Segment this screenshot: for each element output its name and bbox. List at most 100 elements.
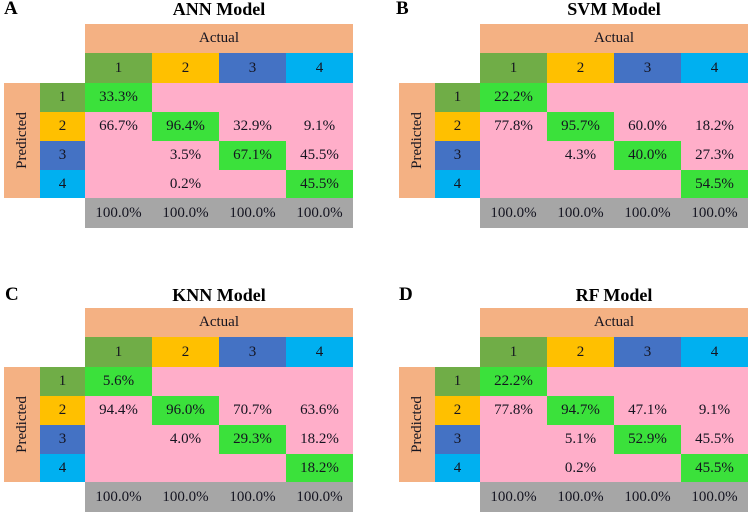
panel-letter-d: D <box>399 284 413 305</box>
total-cell: 100.0% <box>152 482 219 512</box>
row-header-2: 2 <box>435 396 480 425</box>
matrix-cell: 22.2% <box>480 367 547 396</box>
confusion-matrix-svm: Actual 1 2 3 4 Predicted 1 2 3 4 22.2% 7… <box>399 24 748 228</box>
total-cell: 100.0% <box>480 198 547 228</box>
matrix-cell <box>480 170 547 198</box>
total-cell: 100.0% <box>219 482 286 512</box>
row-header-4: 4 <box>435 170 480 198</box>
matrix-cell: 40.0% <box>614 141 681 170</box>
predicted-axis-header: Predicted <box>399 83 435 198</box>
matrix-cell <box>614 454 681 482</box>
confusion-matrix-ann: Actual 1 2 3 4 Predicted 1 2 3 4 33.3% 6… <box>4 24 353 228</box>
matrix-cell: 9.1% <box>681 396 748 425</box>
total-cell: 100.0% <box>85 482 152 512</box>
total-cell: 100.0% <box>547 198 614 228</box>
matrix-cell: 9.1% <box>286 112 353 141</box>
actual-axis-header: Actual <box>85 308 353 337</box>
matrix-cell <box>85 425 152 454</box>
matrix-cell <box>480 141 547 170</box>
col-header-2: 2 <box>547 53 614 83</box>
matrix-cell: 18.2% <box>286 425 353 454</box>
matrix-cell: 96.4% <box>152 112 219 141</box>
matrix-cell <box>219 83 286 112</box>
panel-title-knn: KNN Model <box>172 285 266 305</box>
row-header-2: 2 <box>40 396 85 425</box>
confusion-matrix-rf: Actual 1 2 3 4 Predicted 1 2 3 4 22.2% 7… <box>399 308 748 512</box>
matrix-cell <box>219 367 286 396</box>
matrix-cell: 95.7% <box>547 112 614 141</box>
row-header-2: 2 <box>40 112 85 141</box>
panel-title-svm: SVM Model <box>567 0 661 19</box>
matrix-cell: 3.5% <box>152 141 219 170</box>
predicted-label: Predicted <box>408 396 425 453</box>
matrix-cell: 18.2% <box>286 454 353 482</box>
matrix-cell <box>85 170 152 198</box>
matrix-cell: 94.7% <box>547 396 614 425</box>
panel-letter-b: B <box>396 0 409 19</box>
matrix-cell <box>152 454 219 482</box>
actual-axis-header: Actual <box>480 24 748 53</box>
matrix-cell <box>547 170 614 198</box>
matrix-cell: 45.5% <box>286 141 353 170</box>
predicted-label: Predicted <box>13 112 30 169</box>
confusion-matrix-knn: Actual 1 2 3 4 Predicted 1 2 3 4 5.6% 94… <box>4 308 353 512</box>
predicted-label: Predicted <box>408 112 425 169</box>
predicted-axis-header: Predicted <box>4 83 40 198</box>
matrix-cell: 66.7% <box>85 112 152 141</box>
col-header-4: 4 <box>286 337 353 367</box>
row-header-3: 3 <box>40 425 85 454</box>
matrix-cell: 96.0% <box>152 396 219 425</box>
matrix-cell: 22.2% <box>480 83 547 112</box>
total-cell: 100.0% <box>547 482 614 512</box>
matrix-cell: 45.5% <box>681 425 748 454</box>
row-header-1: 1 <box>40 83 85 112</box>
total-cell: 100.0% <box>681 482 748 512</box>
predicted-axis-header: Predicted <box>399 367 435 482</box>
col-header-1: 1 <box>480 337 547 367</box>
matrix-cell <box>547 367 614 396</box>
total-cell: 100.0% <box>286 198 353 228</box>
matrix-cell: 47.1% <box>614 396 681 425</box>
total-cell: 100.0% <box>614 198 681 228</box>
panel-letter-a: A <box>4 0 18 19</box>
actual-axis-header: Actual <box>85 24 353 53</box>
col-header-3: 3 <box>219 53 286 83</box>
matrix-cell: 77.8% <box>480 112 547 141</box>
row-header-4: 4 <box>40 454 85 482</box>
col-header-4: 4 <box>681 53 748 83</box>
predicted-axis-header: Predicted <box>4 367 40 482</box>
matrix-cell: 5.6% <box>85 367 152 396</box>
matrix-cell: 70.7% <box>219 396 286 425</box>
row-header-3: 3 <box>435 141 480 170</box>
matrix-cell: 27.3% <box>681 141 748 170</box>
matrix-cell: 45.5% <box>286 170 353 198</box>
panel-title-rf: RF Model <box>575 285 653 305</box>
matrix-cell: 33.3% <box>85 83 152 112</box>
matrix-cell: 94.4% <box>85 396 152 425</box>
matrix-cell <box>152 367 219 396</box>
matrix-cell <box>614 367 681 396</box>
matrix-cell: 60.0% <box>614 112 681 141</box>
row-header-2: 2 <box>435 112 480 141</box>
matrix-cell: 0.2% <box>547 454 614 482</box>
matrix-cell: 29.3% <box>219 425 286 454</box>
row-header-1: 1 <box>435 83 480 112</box>
row-header-3: 3 <box>435 425 480 454</box>
panel-letter-c: C <box>5 284 19 305</box>
col-header-2: 2 <box>152 337 219 367</box>
matrix-cell <box>480 454 547 482</box>
matrix-cell <box>85 454 152 482</box>
row-header-4: 4 <box>40 170 85 198</box>
matrix-cell: 45.5% <box>681 454 748 482</box>
col-header-1: 1 <box>480 53 547 83</box>
matrix-cell: 52.9% <box>614 425 681 454</box>
matrix-cell <box>547 83 614 112</box>
col-header-3: 3 <box>614 53 681 83</box>
matrix-cell <box>614 170 681 198</box>
matrix-cell: 54.5% <box>681 170 748 198</box>
col-header-4: 4 <box>286 53 353 83</box>
matrix-cell: 0.2% <box>152 170 219 198</box>
actual-axis-header: Actual <box>480 308 748 337</box>
matrix-cell <box>614 83 681 112</box>
matrix-cell: 63.6% <box>286 396 353 425</box>
